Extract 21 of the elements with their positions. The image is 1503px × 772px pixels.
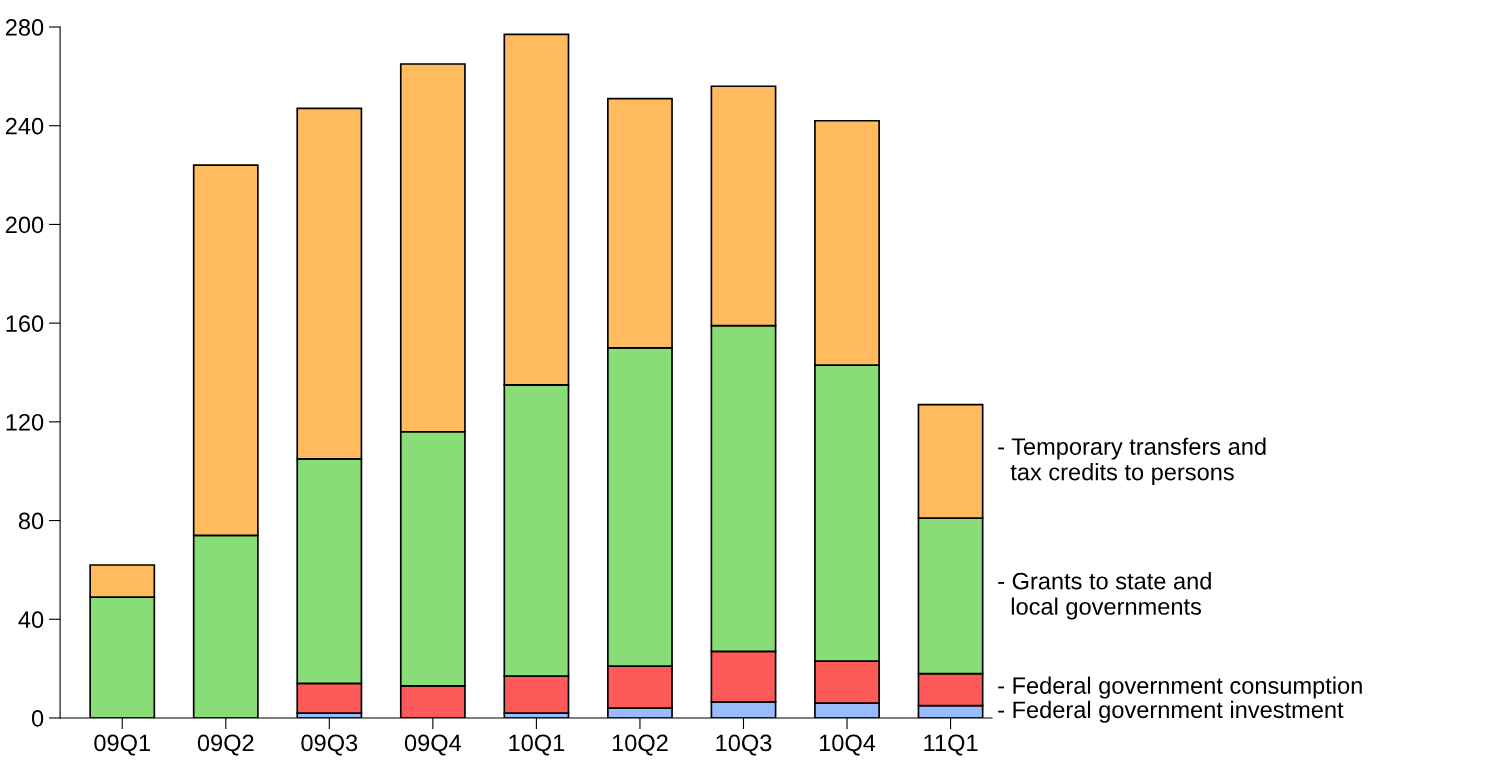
y-tick-label: 80 (18, 512, 44, 530)
x-tick-label: 11Q1 (924, 734, 978, 756)
y-tick-label: 160 (6, 315, 44, 332)
y-tick-label: 40 (18, 611, 44, 629)
series-label: - Grants to state and local governments (998, 572, 1211, 620)
x-tick-label: 09Q3 (301, 734, 358, 756)
x-tick-label: 10Q1 (509, 734, 565, 756)
x-tick-label: 09Q2 (197, 734, 254, 756)
y-tick-label: 240 (5, 117, 44, 135)
x-tick-label: 09Q4 (404, 734, 462, 756)
x-tick-label: 10Q4 (819, 734, 876, 756)
x-tick-label: 09Q1 (94, 734, 150, 756)
y-tick-label: 280 (5, 19, 44, 36)
y-tick-label: 120 (6, 413, 44, 431)
series-label: - Federal government consumption (998, 676, 1362, 699)
x-tick-label: 10Q3 (716, 734, 772, 756)
y-tick-label: 0 (31, 710, 44, 727)
y-tick-label: 200 (5, 216, 44, 234)
series-label: - Temporary transfers and tax credits to persons (998, 437, 1266, 486)
x-tick-label: 10Q2 (612, 734, 668, 756)
series-label: - Federal government investment (998, 700, 1344, 723)
